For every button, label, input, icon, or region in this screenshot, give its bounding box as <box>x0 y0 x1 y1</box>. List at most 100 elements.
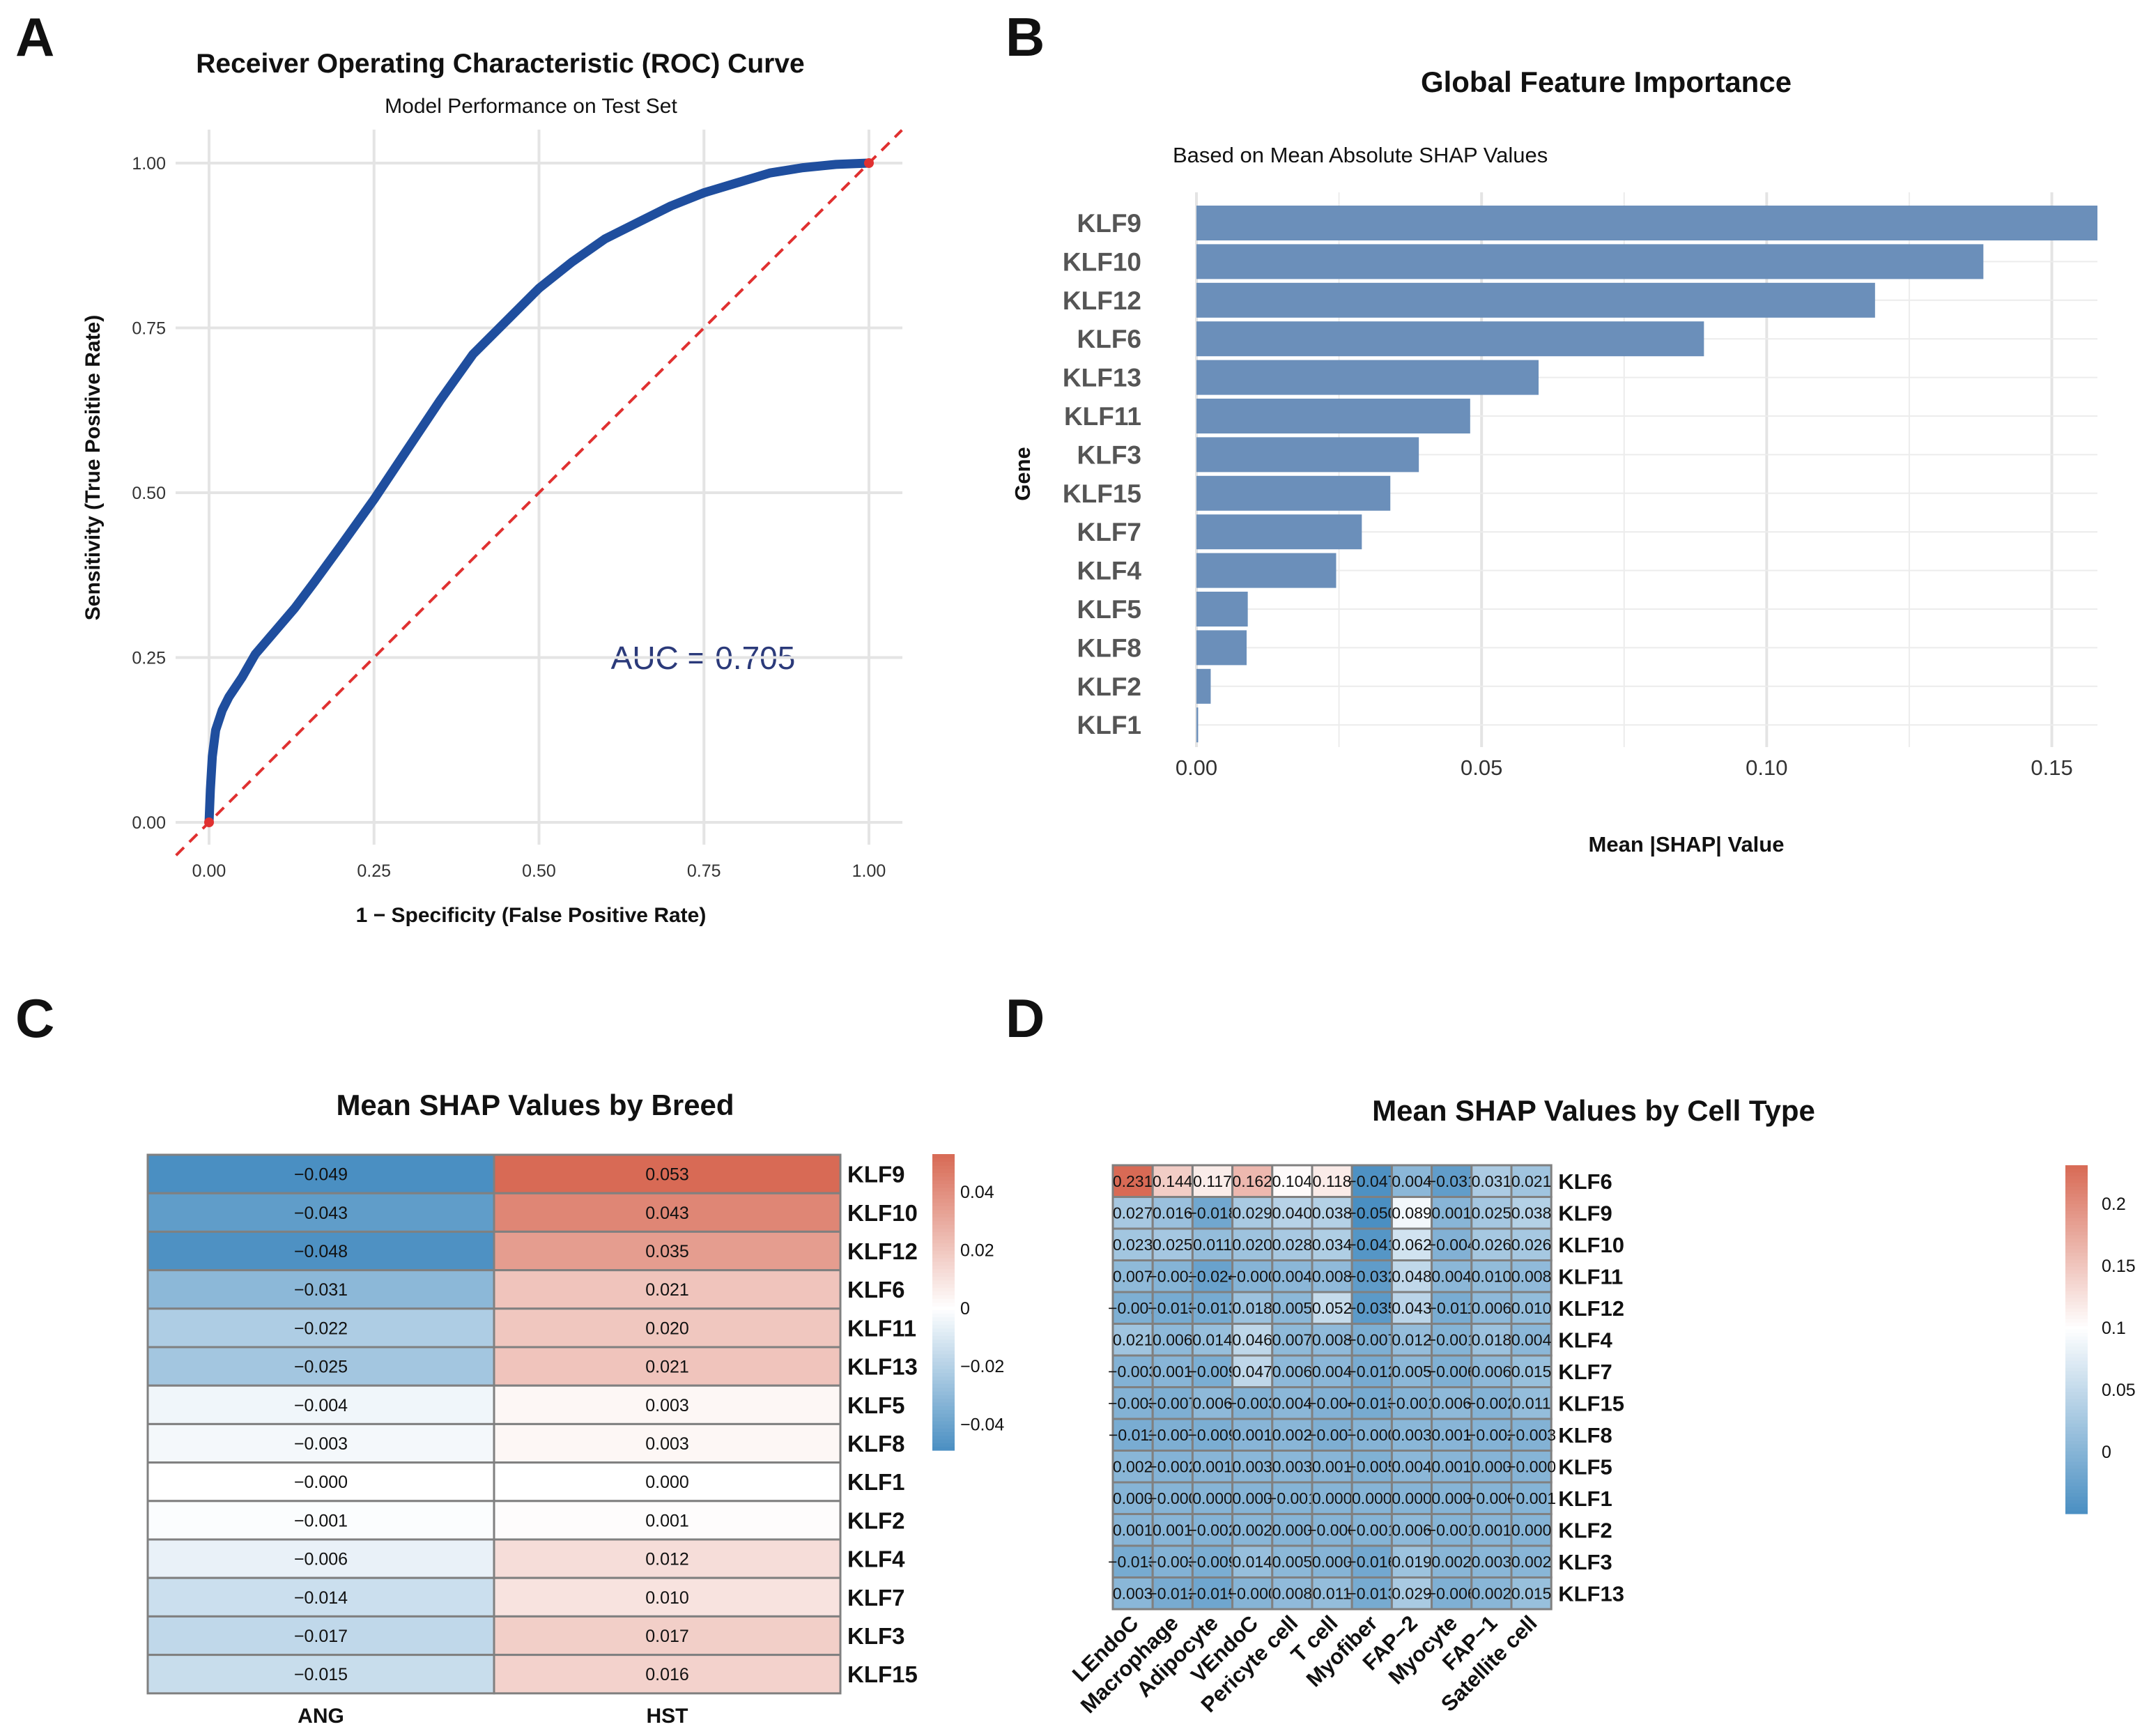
celltype-legend-swatch <box>2065 1169 2088 1173</box>
celltype-heatmap-cell-label: 0.018 <box>1232 1299 1272 1317</box>
celltype-heatmap-cell <box>1350 1481 1393 1515</box>
celltype-heatmap-row-label: KLF15 <box>1558 1391 1624 1415</box>
breed-heatmap-cell <box>146 1269 495 1310</box>
breed-legend-swatch <box>932 1369 955 1374</box>
celltype-legend-swatch <box>2065 1190 2088 1194</box>
breed-heatmap-cell <box>493 1654 842 1695</box>
celltype-heatmap-cell-label: 0.027 <box>1113 1204 1153 1222</box>
breed-legend-swatch <box>932 1283 955 1288</box>
breed-legend-swatch <box>932 1380 955 1384</box>
celltype-heatmap-cell-label: 0.117 <box>1193 1172 1232 1190</box>
celltype-heatmap-cell <box>1111 1481 1154 1515</box>
breed-legend-swatch <box>932 1387 955 1392</box>
breed-legend-swatch <box>932 1339 955 1344</box>
celltype-legend-swatch <box>2065 1256 2088 1260</box>
breed-legend-swatch <box>932 1273 955 1277</box>
celltype-heatmap-cell-label: 0.018 <box>1472 1330 1512 1349</box>
breed-legend-swatch <box>932 1302 955 1307</box>
roc-x-tick-label: 0.75 <box>687 861 721 881</box>
celltype-legend-swatch <box>2065 1465 2088 1469</box>
importance-gene-label: KLF9 <box>1077 209 1142 238</box>
breed-legend-swatch <box>932 1180 955 1185</box>
breed-heatmap-cell-label: −0.004 <box>294 1396 348 1415</box>
celltype-heatmap-row-label: KLF6 <box>1558 1169 1612 1194</box>
celltype-heatmap-cell-label: 0.006 <box>1472 1299 1512 1317</box>
breed-heatmap-cell-label: 0.016 <box>645 1665 689 1684</box>
breed-legend-tick-label: 0.02 <box>960 1241 994 1261</box>
celltype-heatmap-row-label: KLF12 <box>1558 1296 1624 1321</box>
celltype-heatmap-row-label: KLF5 <box>1558 1454 1612 1479</box>
celltype-heatmap-cell-label: −0.004 <box>1427 1236 1477 1254</box>
celltype-heatmap-cell <box>1510 1386 1553 1420</box>
breed-legend-swatch <box>932 1298 955 1303</box>
celltype-heatmap-cell-label: 0.008 <box>1312 1330 1353 1349</box>
celltype-heatmap-cell-label: −0.001 <box>1347 1521 1396 1539</box>
celltype-heatmap-cell-label: 0.001 <box>1153 1521 1193 1539</box>
celltype-heatmap-cell-label: −0.001 <box>1387 1394 1437 1412</box>
celltype-heatmap-cell-label: 0.010 <box>1472 1267 1512 1285</box>
celltype-heatmap-cell-label: 0.001 <box>1312 1457 1353 1475</box>
importance-gene-label: KLF5 <box>1077 595 1142 624</box>
breed-heatmap-cell <box>493 1269 842 1310</box>
celltype-legend-swatch <box>2065 1179 2088 1183</box>
celltype-heatmap-cell <box>1231 1576 1274 1611</box>
panel-label-c: C <box>15 988 54 1049</box>
celltype-heatmap-cell-label: 0.000 <box>1352 1489 1392 1507</box>
celltype-legend-swatch <box>2065 1211 2088 1215</box>
celltype-heatmap-cell-label: 0.000 <box>1272 1521 1313 1539</box>
breed-legend-swatch <box>932 1321 955 1325</box>
celltype-heatmap-cell-label: −0.003 <box>1507 1426 1556 1444</box>
celltype-legend-tick-label: 0 <box>2102 1443 2111 1462</box>
celltype-heatmap-cell <box>1470 1576 1513 1611</box>
celltype-legend-swatch <box>2065 1489 2088 1493</box>
breed-heatmap-row-label: KLF15 <box>847 1661 918 1687</box>
celltype-heatmap-cell-label: −0.003 <box>1108 1394 1157 1412</box>
breed-heatmap-row-label: KLF3 <box>847 1623 905 1649</box>
breed-heatmap: Mean SHAP Values by Breed −0.049 0.053 KLF… <box>146 1089 1004 1728</box>
importance-bar <box>1196 321 1704 357</box>
importance-gene-label: KLF1 <box>1077 711 1142 739</box>
celltype-heatmap-cell-label: 0.001 <box>1431 1457 1472 1475</box>
celltype-heatmap-cell-label: 0.040 <box>1272 1204 1313 1222</box>
celltype-heatmap: Mean SHAP Values by Cell Type 0.231 0.144… <box>1068 1094 2136 1718</box>
celltype-heatmap-cell-label: 0.000 <box>1431 1489 1472 1507</box>
importance-bar <box>1196 514 1362 550</box>
celltype-heatmap-cell-label: 0.007 <box>1272 1330 1313 1349</box>
importance-bar <box>1196 630 1247 666</box>
celltype-heatmap-cell <box>1231 1323 1274 1357</box>
celltype-heatmap-cell-label: −0.007 <box>1347 1330 1396 1349</box>
celltype-legend-swatch <box>2065 1197 2088 1201</box>
celltype-heatmap-cell-label: −0.050 <box>1347 1204 1396 1222</box>
breed-legend-swatch <box>932 1395 955 1399</box>
breed-legend-swatch <box>932 1213 955 1217</box>
importance-bar <box>1196 282 1875 318</box>
celltype-heatmap-cell-label: 0.005 <box>1272 1553 1313 1571</box>
celltype-heatmap-cell-label: 0.010 <box>1511 1299 1552 1317</box>
celltype-heatmap-cell <box>1111 1354 1154 1388</box>
celltype-legend-swatch <box>2065 1165 2088 1169</box>
breed-heatmap-cell-label: −0.003 <box>294 1434 348 1454</box>
celltype-heatmap-row-label: KLF13 <box>1558 1581 1624 1606</box>
celltype-heatmap-cell <box>1431 1259 1473 1293</box>
celltype-legend-swatch <box>2065 1374 2088 1378</box>
celltype-heatmap-cell-label: 0.008 <box>1272 1584 1313 1602</box>
celltype-legend-swatch <box>2065 1319 2088 1323</box>
celltype-heatmap-cell-label: 0.023 <box>1113 1236 1153 1254</box>
celltype-heatmap-cell-label: 0.003 <box>1392 1426 1432 1444</box>
breed-heatmap-cell <box>146 1422 495 1464</box>
celltype-heatmap-cell <box>1191 1354 1234 1388</box>
celltype-legend-swatch <box>2065 1266 2088 1270</box>
celltype-heatmap-cell-label: 0.000 <box>1392 1489 1432 1507</box>
breed-legend-swatch <box>932 1358 955 1362</box>
breed-legend-swatch <box>932 1161 955 1166</box>
celltype-legend-swatch <box>2065 1308 2088 1312</box>
celltype-legend-swatch <box>2065 1322 2088 1326</box>
celltype-heatmap-cell-label: −0.006 <box>1427 1362 1477 1381</box>
celltype-heatmap-row-label: KLF9 <box>1558 1201 1612 1225</box>
celltype-heatmap-cell-label: −0.011 <box>1428 1299 1476 1317</box>
breed-legend-swatch <box>932 1446 955 1451</box>
importance-bar <box>1196 668 1211 704</box>
celltype-heatmap-cell-label: 0.012 <box>1392 1330 1432 1349</box>
breed-heatmap-cell-label: 0.003 <box>645 1396 689 1415</box>
celltype-heatmap-cell-label: 0.144 <box>1153 1172 1193 1190</box>
